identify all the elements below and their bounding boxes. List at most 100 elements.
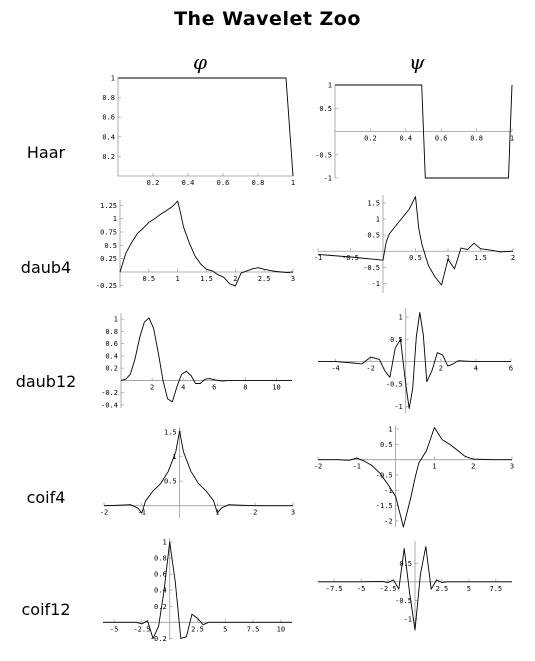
haar-phi-xtick-label: 0.6 (217, 179, 230, 187)
coif12-phi-xtick-label: -2.5 (133, 625, 150, 633)
coif12-phi-xtick-label: 5 (223, 625, 227, 633)
daub4-psi-ytick-label: -0.5 (363, 264, 380, 272)
daub4-phi-curve (119, 200, 294, 287)
row-label-haar: Haar (26, 143, 66, 162)
daub12-phi-curve (120, 317, 292, 403)
daub4-phi-ytick-label: 0.5 (104, 242, 117, 250)
haar-psi-xtick-label: 0.4 (399, 135, 412, 143)
daub12-psi-xtick-label: 2 (439, 365, 443, 373)
coif4-psi-ytick-label: -0.5 (376, 471, 393, 479)
column-header-psi: ψ (409, 50, 425, 74)
coif12-phi-xtick-label: 2.5 (191, 625, 204, 633)
daub4-psi-xtick-label: 1 (446, 254, 450, 262)
haar-phi-ytick-label: 0.6 (102, 114, 115, 122)
coif12-phi-curve (103, 541, 292, 639)
daub12-psi-xtick-label: 4 (474, 365, 478, 373)
coif12-phi-ytick-label: 1 (162, 539, 166, 547)
coif12-psi-curve (318, 546, 512, 631)
daub12-phi-xtick-label: 2 (150, 383, 154, 391)
daub4-phi-xtick-label: 2 (233, 275, 237, 283)
haar-psi-xtick-label: 0.6 (435, 135, 448, 143)
daub12-phi-ytick-label: -0.4 (101, 401, 118, 409)
daub4-psi-xtick-label: 1.5 (474, 254, 487, 262)
daub4-phi-ytick-label: -0.25 (96, 282, 117, 290)
coif12-phi-xtick-label: -5 (110, 625, 118, 633)
daub12-phi-ytick-label: 0.2 (105, 365, 118, 373)
coif4-phi-ytick-label: 1 (172, 453, 176, 461)
coif4-psi-xtick-label: 1 (432, 463, 436, 471)
daub4-psi-curve (317, 196, 514, 286)
haar-psi-curve (335, 84, 513, 179)
daub4-phi-xtick-label: 1.5 (200, 275, 213, 283)
daub4-psi-ytick-label: 0.5 (367, 232, 380, 240)
daub4-phi-xtick-label: 0.5 (143, 275, 156, 283)
daub4-phi-ytick-label: 1 (113, 215, 117, 223)
coif12-psi-xtick-label: 2.5 (436, 585, 449, 593)
haar-psi-ytick-label: -1 (324, 175, 332, 183)
haar-phi-xtick-label: 0.4 (182, 179, 195, 187)
daub12-phi-ytick-label: 0.6 (105, 340, 118, 348)
coif4-psi-ytick-label: -1.5 (376, 502, 393, 510)
coif4-phi-curve (103, 430, 293, 514)
coif12-psi-ytick-label: -1 (404, 615, 412, 623)
daub4-psi-xtick-label: -0.5 (342, 254, 359, 262)
coif4-psi-ytick-label: -2 (384, 517, 392, 525)
daub12-phi-ytick-label: 0.8 (105, 328, 118, 336)
coif12-psi-xtick-label: -2.5 (380, 585, 397, 593)
daub4-phi-ytick-label: 0.75 (100, 229, 117, 237)
haar-psi-xtick-label: 0.8 (470, 135, 483, 143)
coif12-phi-xtick-label: 10 (277, 625, 285, 633)
daub12-phi-ytick-label: -0.2 (101, 389, 118, 397)
daub4-phi-ytick-label: 0.25 (100, 255, 117, 263)
page-title: The Wavelet Zoo (174, 8, 361, 30)
haar-phi-curve (118, 77, 294, 177)
coif12-psi-ytick-label: -0.5 (395, 597, 412, 605)
coif4-phi-xtick-label: 3 (291, 509, 295, 517)
daub4-psi-ytick-label: 1 (376, 216, 380, 224)
column-header-phi: φ (193, 50, 208, 74)
daub4-phi-xtick-label: 3 (291, 275, 295, 283)
daub4-psi-ytick-label: -1 (372, 280, 380, 288)
coif12-phi-ytick-label: 0.4 (154, 587, 167, 595)
coif4-phi-xtick-label: 2 (253, 509, 257, 517)
haar-psi-ytick-label: 0.5 (319, 105, 332, 113)
daub4-psi-xtick-label: 2 (511, 254, 515, 262)
coif4-psi-xtick-label: -1 (353, 463, 361, 471)
coif4-psi-ytick-label: 0.5 (380, 441, 393, 449)
row-label-coif12: coif12 (21, 600, 71, 619)
coif4-psi-xtick-label: 2 (471, 463, 475, 471)
haar-phi-xtick-label: 1 (291, 179, 295, 187)
row-label-daub4: daub4 (20, 258, 72, 277)
haar-phi-ytick-label: 0.4 (102, 133, 115, 141)
haar-phi-ytick-label: 0.2 (102, 153, 115, 161)
coif4-psi-xtick-label: 3 (510, 463, 514, 471)
daub4-phi-xtick-label: 2.5 (258, 275, 271, 283)
coif4-phi-ytick-label: 1.5 (164, 428, 177, 436)
daub12-psi-ytick-label: 0.5 (390, 336, 403, 344)
coif4-phi-xtick-label: -2 (100, 509, 108, 517)
coif4-psi-ytick-label: 1 (388, 426, 392, 434)
daub12-phi-xtick-label: 10 (272, 383, 280, 391)
coif12-psi-xtick-label: 7.5 (490, 585, 503, 593)
daub12-phi-ytick-label: 0.4 (105, 352, 118, 360)
daub12-psi-curve (318, 312, 511, 409)
haar-phi-xtick-label: 0.8 (252, 179, 265, 187)
coif12-phi-ytick-label: 0.2 (154, 603, 167, 611)
coif12-phi-ytick-label: -0.2 (150, 635, 167, 643)
coif12-phi-ytick-label: 0.6 (154, 571, 167, 579)
daub12-psi-ytick-label: 1 (399, 313, 403, 321)
daub12-phi-xtick-label: 4 (181, 383, 185, 391)
row-label-daub12: daub12 (15, 372, 77, 391)
daub12-psi-ytick-label: -0.5 (386, 380, 403, 388)
coif12-psi-xtick-label: -5 (357, 585, 365, 593)
coif12-psi-xtick-label: -7.5 (326, 585, 343, 593)
haar-psi-ytick-label: 1 (328, 82, 332, 90)
haar-phi-ytick-label: 1 (111, 75, 115, 83)
haar-psi-xtick-label: 1 (510, 135, 514, 143)
daub12-psi-xtick-label: -2 (366, 365, 374, 373)
haar-psi-xtick-label: 0.2 (364, 135, 377, 143)
daub12-psi-xtick-label: -4 (331, 365, 339, 373)
coif4-phi-ytick-label: 0.5 (164, 478, 177, 486)
daub12-phi-xtick-label: 6 (212, 383, 216, 391)
